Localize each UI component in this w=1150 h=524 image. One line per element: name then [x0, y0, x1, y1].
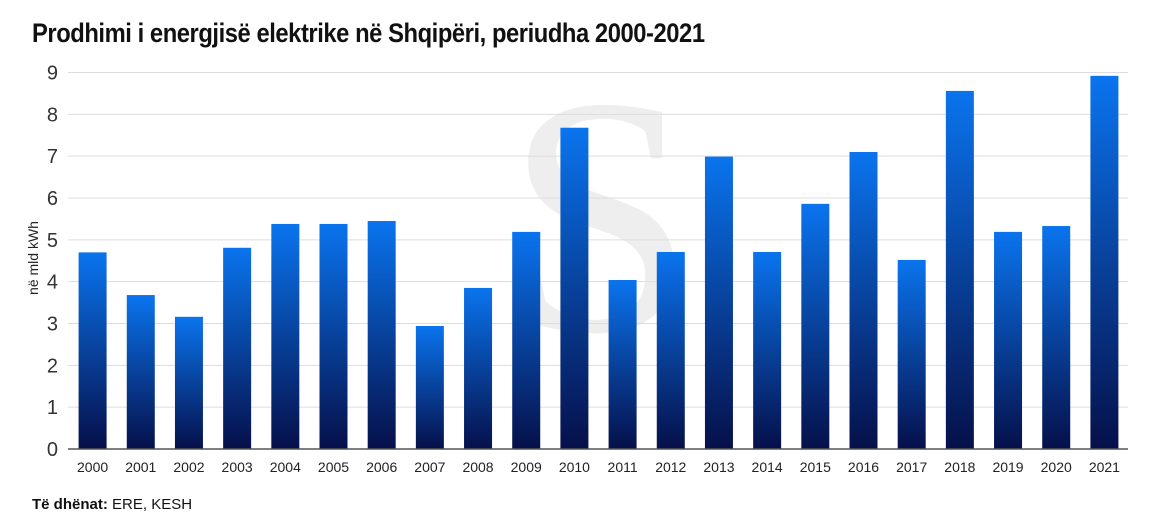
- y-tick-label: 8: [47, 104, 58, 126]
- y-tick-label: 6: [47, 188, 58, 210]
- bar-2008: [464, 287, 493, 449]
- x-tick-label: 2000: [77, 459, 108, 475]
- bar-2017: [897, 259, 926, 449]
- bar-2019: [994, 231, 1023, 449]
- bar-2018: [945, 90, 974, 449]
- bar-2003: [223, 247, 252, 449]
- bar-2000: [78, 252, 107, 449]
- bar-2007: [415, 326, 444, 449]
- source-label: Të dhënat:: [32, 496, 108, 513]
- x-tick-label: 2012: [655, 459, 686, 475]
- x-tick-label: 2015: [800, 459, 831, 475]
- y-tick-label: 3: [47, 314, 58, 336]
- x-tick-label: 2021: [1089, 459, 1120, 475]
- x-tick-label: 2007: [414, 459, 445, 475]
- y-tick-label: 5: [47, 230, 58, 252]
- bar-2012: [656, 251, 685, 449]
- x-tick-label: 2013: [703, 459, 734, 475]
- x-tick-label: 2002: [173, 459, 204, 475]
- x-tick-label: 2009: [511, 459, 542, 475]
- x-tick-label: 2014: [752, 459, 783, 475]
- y-tick-label: 4: [47, 272, 58, 294]
- bar-2004: [271, 223, 300, 449]
- bar-2005: [319, 223, 348, 449]
- x-tick-label: 2020: [1041, 459, 1072, 475]
- bar-2011: [608, 279, 637, 449]
- x-tick-label: 2018: [944, 459, 975, 475]
- y-tick-label: 9: [47, 63, 58, 85]
- bar-2014: [753, 251, 782, 449]
- y-tick-label: 0: [47, 439, 58, 461]
- x-tick-label: 2010: [559, 459, 590, 475]
- bar-2002: [174, 316, 203, 449]
- bar-2013: [704, 156, 733, 449]
- source-value: ERE, KESH: [107, 496, 193, 513]
- x-tick-label: 2016: [848, 459, 879, 475]
- x-tick-label: 2019: [992, 459, 1023, 475]
- x-tick-label: 2001: [125, 459, 156, 475]
- chart-title: Prodhimi i energjisë elektrike në Shqipë…: [32, 18, 705, 48]
- x-tick-label: 2017: [896, 459, 927, 475]
- bar-2009: [512, 231, 541, 449]
- y-tick-label: 7: [47, 146, 58, 168]
- y-axis-label: në mld kWh: [25, 221, 41, 295]
- x-tick-label: 2004: [270, 459, 301, 475]
- x-tick-label: 2003: [222, 459, 253, 475]
- bar-2015: [801, 203, 830, 449]
- y-tick-label: 1: [47, 397, 58, 419]
- bar-2021: [1090, 75, 1119, 449]
- bar-2020: [1042, 226, 1071, 449]
- bar-2016: [849, 151, 878, 449]
- x-tick-label: 2008: [462, 459, 493, 475]
- y-tick-label: 2: [47, 355, 58, 377]
- source-note: Të dhënat: ERE, KESH: [32, 496, 192, 513]
- x-tick-label: 2011: [608, 459, 638, 475]
- x-tick-label: 2005: [318, 459, 349, 475]
- bar-2010: [560, 127, 589, 449]
- bar-2006: [367, 221, 396, 449]
- x-tick-label: 2006: [366, 459, 397, 475]
- bar-2001: [126, 295, 155, 449]
